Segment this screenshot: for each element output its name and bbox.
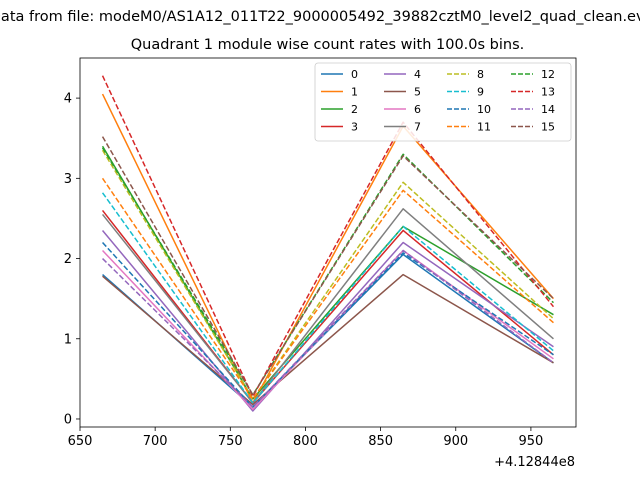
- y-tick-label: 3: [64, 172, 72, 187]
- x-axis-offset-label: +4.12844e8: [494, 455, 575, 470]
- legend-label: 4: [414, 68, 421, 81]
- series-line-1: [101, 93, 555, 404]
- series-line-3: [101, 209, 554, 404]
- series-line-13: [101, 75, 555, 398]
- series-line-15: [101, 136, 554, 396]
- series-line-2: [101, 145, 554, 400]
- legend-label: 7: [414, 121, 421, 134]
- series-line-8: [101, 149, 554, 400]
- y-tick-label: 4: [64, 92, 72, 107]
- x-tick-label: 750: [218, 434, 243, 449]
- plot-area: [101, 75, 555, 412]
- legend-label: 5: [414, 86, 421, 99]
- legend-label: 8: [477, 68, 484, 81]
- legend-label: 3: [351, 121, 358, 134]
- legend-box: [314, 62, 572, 142]
- legend-label: 0: [351, 68, 358, 81]
- series-line-14: [102, 249, 554, 408]
- series-line-9: [101, 192, 554, 404]
- series-line-4: [101, 229, 554, 412]
- legend-label: 15: [541, 121, 555, 134]
- legend-label: 2: [351, 103, 358, 116]
- x-tick-label: 850: [368, 434, 393, 449]
- y-tick-label: 0: [64, 412, 72, 427]
- y-tick-label: 1: [64, 332, 72, 347]
- x-tick-label: 650: [68, 434, 93, 449]
- legend-label: 14: [541, 103, 555, 116]
- legend-label: 1: [351, 86, 358, 99]
- series-line-12: [101, 147, 554, 396]
- chart-title: Quadrant 1 module wise count rates with …: [131, 37, 525, 53]
- series-line-11: [101, 177, 554, 400]
- series-line-6: [102, 249, 554, 411]
- series-line-5: [102, 273, 554, 406]
- legend-label: 13: [541, 86, 555, 99]
- series-line-7: [101, 208, 554, 404]
- x-tick-label: 900: [443, 434, 468, 449]
- x-tick-label: 800: [293, 434, 318, 449]
- x-tick-label: 700: [143, 434, 168, 449]
- figure-suptitle: Data from file: modeM0/AS1A12_011T22_900…: [0, 9, 640, 25]
- legend-label: 10: [477, 103, 491, 116]
- legend-label: 11: [477, 121, 491, 134]
- x-tick-label: 950: [518, 434, 543, 449]
- y-tick-label: 2: [64, 252, 72, 267]
- series-line-10: [101, 241, 554, 408]
- legend-label: 9: [477, 86, 484, 99]
- legend-label: 12: [541, 68, 555, 81]
- axes-frame: [79, 57, 577, 428]
- legend-label: 6: [414, 103, 421, 116]
